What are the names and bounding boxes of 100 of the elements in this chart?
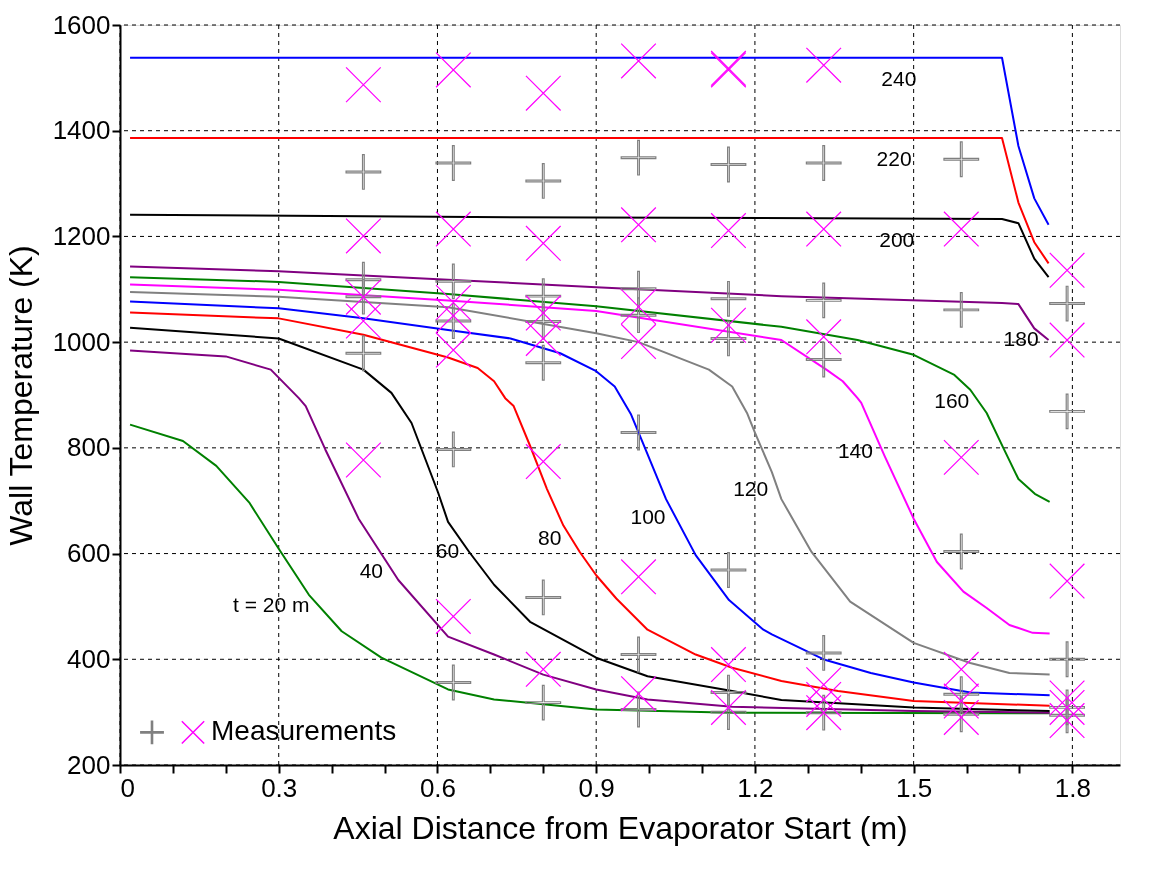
y-tick-label: 1600: [52, 9, 111, 40]
point: [943, 651, 980, 688]
x-tick-label: 0.3: [261, 772, 298, 803]
point: [525, 225, 562, 262]
y-tick-label: 1000: [52, 326, 111, 357]
point: [1049, 641, 1086, 678]
point: [525, 684, 562, 721]
annotation: 100: [630, 504, 666, 528]
x-axis-title: Axial Distance from Evaporator Start (m): [333, 809, 908, 846]
point: [1049, 679, 1086, 716]
point: [435, 297, 472, 334]
x-tick-label: 1.2: [737, 772, 774, 803]
point: [710, 146, 747, 183]
point: [435, 211, 472, 247]
annotation: 220: [876, 147, 912, 171]
point: [435, 332, 472, 368]
point: [805, 211, 842, 247]
annotation: 180: [1003, 327, 1039, 351]
annotation: 200: [879, 227, 915, 251]
point: [525, 344, 562, 381]
point: [805, 666, 842, 703]
point: [435, 303, 472, 339]
point: [943, 439, 980, 476]
point: [620, 139, 657, 176]
point: [805, 635, 842, 671]
point: [943, 291, 980, 328]
point: [943, 683, 980, 719]
point: [435, 431, 472, 468]
point: [620, 414, 657, 451]
x-tick-label: 0.9: [578, 772, 615, 803]
point: [620, 558, 657, 595]
point: [525, 295, 562, 331]
point: [1049, 252, 1086, 289]
point: [710, 320, 747, 357]
x-tick-label: 0: [120, 772, 135, 803]
y-tick-label: 1200: [52, 220, 111, 251]
point: [710, 212, 747, 249]
annotation: 40: [359, 558, 384, 582]
y-tick-label: 400: [67, 643, 111, 674]
point: [805, 341, 842, 378]
point: [345, 335, 382, 372]
point: [620, 675, 657, 712]
y-tick-label: 800: [67, 432, 111, 463]
annotation: t = 20 m: [233, 593, 310, 617]
point: [1049, 563, 1086, 599]
point: [1049, 322, 1086, 358]
point: [710, 307, 747, 344]
point: [620, 270, 657, 307]
point: [620, 288, 657, 325]
point: [525, 75, 562, 112]
legend-label: Measurements: [211, 715, 397, 747]
point: [710, 674, 747, 711]
annotation: 80: [537, 525, 562, 549]
x-tick-label: 1.8: [1054, 772, 1091, 803]
x-tick-label: 1.5: [896, 772, 933, 803]
point: [525, 651, 562, 688]
annotation: 240: [881, 66, 917, 90]
point: [1049, 285, 1086, 322]
point: [345, 154, 382, 190]
point: [805, 47, 842, 84]
point: [345, 442, 382, 478]
y-tick-label: 200: [67, 749, 111, 780]
line-series: [129, 56, 1050, 226]
point: [620, 206, 657, 243]
point: [435, 263, 472, 300]
point: [943, 533, 980, 570]
annotation: 140: [837, 439, 873, 463]
point: [620, 297, 657, 334]
point: [620, 43, 657, 79]
point: [435, 284, 472, 321]
annotation: 60: [435, 538, 460, 562]
point: [435, 145, 472, 181]
point: [805, 282, 842, 319]
annotation: 120: [733, 477, 769, 501]
point: [525, 320, 562, 357]
point: [805, 145, 842, 181]
line-series: [129, 276, 1051, 503]
point: [525, 303, 562, 340]
point: [345, 217, 382, 254]
point: [620, 691, 657, 728]
y-tick-label: 600: [67, 538, 111, 569]
annotation: 160: [934, 389, 970, 413]
point: [345, 66, 382, 103]
x-tick-label: 0.6: [419, 772, 457, 803]
point: [620, 636, 657, 673]
line-series: [129, 137, 1050, 265]
point: [710, 646, 747, 683]
y-axis-title: Wall Temperature (K): [2, 245, 39, 546]
y-tick-label: 1400: [52, 115, 111, 146]
point: [435, 598, 472, 635]
point: [525, 443, 562, 480]
point: [943, 141, 980, 178]
point: [710, 552, 747, 588]
point: [805, 681, 842, 718]
point: [435, 664, 472, 701]
point: [805, 318, 842, 355]
point: [435, 52, 472, 88]
point: [525, 163, 562, 199]
point: [1049, 393, 1086, 430]
point: [525, 579, 562, 616]
